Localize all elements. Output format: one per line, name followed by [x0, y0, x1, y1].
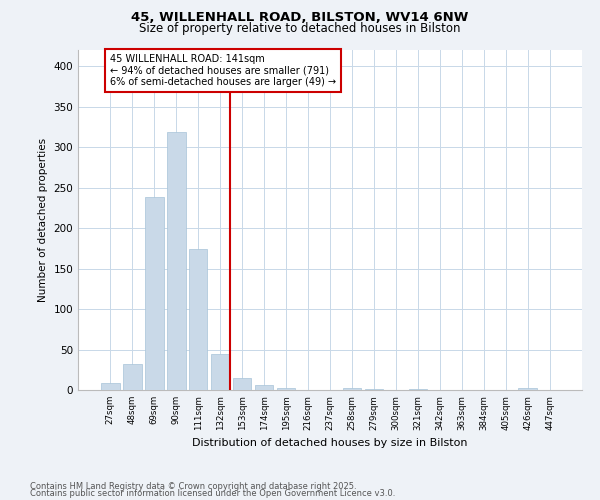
Bar [145, 198, 164, 390]
Bar [233, 378, 251, 390]
Bar [189, 249, 208, 390]
Bar [123, 364, 142, 390]
Bar [365, 389, 383, 390]
Text: Contains public sector information licensed under the Open Government Licence v3: Contains public sector information licen… [30, 490, 395, 498]
Bar [101, 382, 119, 390]
Bar [211, 354, 229, 390]
Text: Contains HM Land Registry data © Crown copyright and database right 2025.: Contains HM Land Registry data © Crown c… [30, 482, 356, 491]
Bar [277, 388, 295, 390]
Bar [167, 132, 185, 390]
Bar [518, 388, 537, 390]
Bar [409, 389, 427, 390]
Text: 45, WILLENHALL ROAD, BILSTON, WV14 6NW: 45, WILLENHALL ROAD, BILSTON, WV14 6NW [131, 11, 469, 24]
Text: Size of property relative to detached houses in Bilston: Size of property relative to detached ho… [139, 22, 461, 35]
Y-axis label: Number of detached properties: Number of detached properties [38, 138, 48, 302]
Text: 45 WILLENHALL ROAD: 141sqm
← 94% of detached houses are smaller (791)
6% of semi: 45 WILLENHALL ROAD: 141sqm ← 94% of deta… [110, 54, 337, 87]
Bar [255, 385, 274, 390]
X-axis label: Distribution of detached houses by size in Bilston: Distribution of detached houses by size … [192, 438, 468, 448]
Bar [343, 388, 361, 390]
